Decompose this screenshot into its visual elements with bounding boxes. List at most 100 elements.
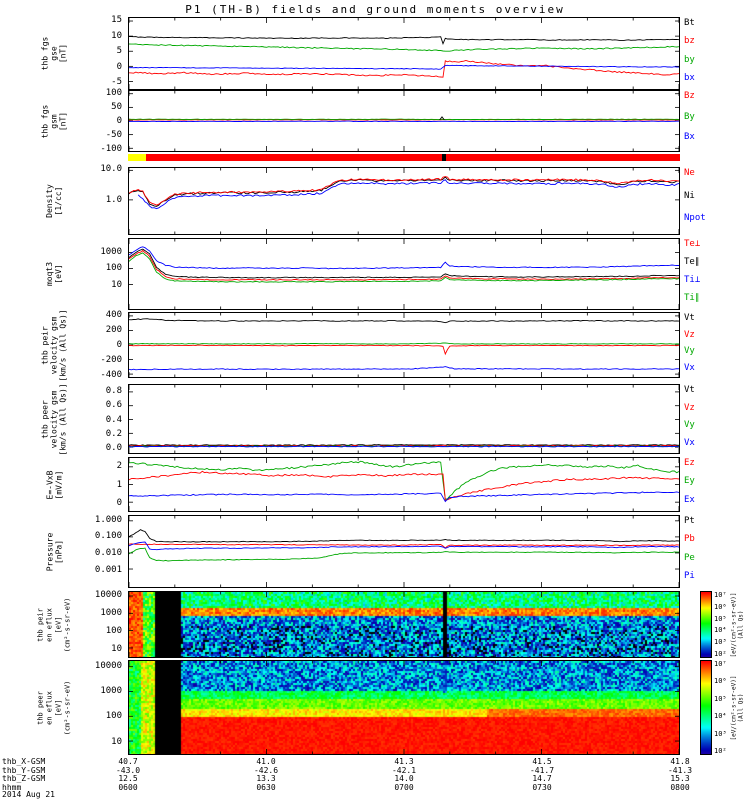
axis-row-value: 12.5: [118, 774, 138, 783]
pressure-legend-Pi: Pi: [684, 570, 695, 581]
axis-row-value: 0800: [670, 782, 690, 792]
axis-row-value: 13.3: [256, 774, 276, 783]
axis-row-label-hhmm: hhmm: [2, 782, 22, 792]
thb-fgs-gsm-series-Bz: [129, 119, 679, 121]
thb-peir-velocity-legend-Vt: Vt: [684, 313, 695, 323]
e-vxb-legend-Ex: Ex: [684, 494, 695, 505]
thb-fgs-gse-ytick-label: -5: [111, 77, 122, 88]
thb-peer-velocity-legend-Vy: Vy: [684, 420, 695, 430]
temperature-legend-Te∥: Te∥: [684, 257, 700, 267]
e-vxb-ytick-label: 0: [116, 497, 122, 508]
density-ytick-label: 1.0: [105, 194, 122, 205]
pressure-ytick-label: 0.010: [94, 548, 122, 558]
temperature-series-TiPar: [129, 252, 679, 283]
thb-fgs-gse-panel: [128, 17, 680, 90]
temperature-ytick-label: 10: [111, 279, 122, 290]
pressure-panel: [128, 515, 680, 588]
thb-peir-en-eflux-plot-svg: [129, 592, 679, 657]
thb-peir-velocity-legend-Vx: Vx: [684, 362, 695, 373]
thb-peir-velocity-ytick-label: -200: [100, 355, 122, 365]
colorbar-unit-text: [eV/(cm²-s-sr-eV)] (All Qs): [731, 675, 745, 740]
pressure-ytick-label: 0.001: [94, 564, 122, 575]
thb-peer-velocity-panel: [128, 384, 680, 454]
thb-peer-en-eflux-colorbar-canvas: [701, 661, 711, 754]
axis-row-value: 14.7: [532, 774, 552, 783]
thb-peir-en-eflux-colorbar-label: 10⁶: [714, 602, 727, 611]
thb-peer-en-eflux-ytick-label: 10: [111, 736, 122, 747]
thb-fgs-gsm-ytick-label: 50: [111, 101, 122, 112]
thb-peer-velocity-ytick-label: 0.8: [105, 386, 122, 397]
axis-row-value: 0700: [394, 782, 414, 792]
e-vxb-plot-svg: [129, 458, 679, 511]
thb-peer-en-eflux-ytick-label: 100: [105, 711, 122, 722]
density-series-Npot: [137, 179, 679, 210]
thb-peer-velocity-series-Vx: [129, 445, 679, 448]
thb-peir-en-eflux-ytick-label: 1000: [100, 607, 122, 618]
thb-peir-velocity-panel: [128, 312, 680, 378]
axis-row-value: 0630: [256, 782, 276, 792]
thb-peir-velocity-plot-svg: [129, 313, 679, 377]
axis-row-value: -41.3: [667, 765, 693, 775]
quality-bar: [128, 154, 680, 161]
colorbar-unit-line: (All Qs): [738, 610, 745, 639]
thb-peir-velocity-series-Vy: [129, 342, 679, 345]
thb-peir-velocity-ytick-label: -400: [100, 370, 122, 380]
thb-peer-en-eflux-colorbar-unit: [eV/(cm²-s-sr-eV)] (All Qs): [728, 660, 748, 755]
thb-peer-en-eflux-colorbar-label: 10⁴: [714, 712, 727, 721]
thb-peer-en-eflux-colorbar-label: 10⁷: [714, 660, 727, 668]
thb-peir-en-eflux-colorbar-unit: [eV/(cm²-s-sr-eV)] (All Qs): [728, 591, 748, 658]
thb-peir-velocity-legend-Vz: Vz: [684, 329, 695, 340]
thb-fgs-gse-series-Bt: [129, 36, 679, 45]
temperature-legend-Ti∥: Ti∥: [684, 293, 700, 303]
thb-fgs-gse-legend-bz: bz: [684, 36, 695, 47]
e-vxb-ytick-label: 1: [116, 479, 122, 490]
axis-row-value: 41.0: [256, 757, 276, 766]
thb-fgs-gse-ytick-label: 5: [116, 46, 122, 57]
thb-fgs-gsm-ytick-label: -100: [100, 144, 122, 155]
temperature-ytick-label: 1000: [100, 246, 122, 257]
quality-bar-segment-0: [128, 154, 147, 161]
axis-row-label-thb_X-GSM: thb_X-GSM: [2, 757, 46, 766]
thb-fgs-gse-ytick-label: 15: [111, 15, 122, 26]
density-ytick-label: 10.0: [100, 164, 122, 175]
axis-row-value: 14.0: [394, 774, 414, 783]
e-vxb-legend-Ey: Ey: [684, 476, 695, 487]
thb-peir-en-eflux-ytick-label: 100: [105, 625, 122, 636]
pressure-ytick-label: 1.000: [94, 514, 122, 525]
axis-row-value: -42.1: [391, 765, 417, 775]
temperature-legend-Ti⊥: Ti⊥: [684, 275, 701, 285]
axis-row-value: -43.0: [115, 765, 141, 775]
temperature-series-TePar: [129, 248, 679, 279]
thb-peir-velocity-series-Vx: [129, 366, 679, 371]
density-legend-Npot: Npot: [684, 213, 706, 224]
pressure-series-Pt: [129, 529, 679, 543]
thb-fgs-gse-plot-svg: [129, 18, 679, 89]
axis-row-value: 0730: [532, 782, 552, 792]
thb-peer-en-eflux-plot-svg: [129, 661, 679, 754]
thb-fgs-gse-ytick-label: 10: [111, 30, 122, 41]
thb-peir-velocity-legend-Vy: Vy: [684, 346, 695, 356]
axis-row-label-thb_Z-GSM: thb_Z-GSM: [2, 774, 46, 783]
density-legend-Ne: Ne: [684, 168, 695, 178]
thb-peer-velocity-ytick-label: 0.4: [105, 414, 122, 425]
e-vxb-ytick-label: 2: [116, 461, 122, 472]
thb-fgs-gse-ytick-label: 0: [116, 61, 122, 72]
pressure-legend-Pb: Pb: [684, 534, 695, 545]
colorbar-unit-line: (All Qs): [738, 693, 745, 722]
e-vxb-series-Ey: [129, 460, 679, 500]
thb-fgs-gsm-series-spike: [439, 116, 445, 121]
thb-peer-en-eflux-ytick-label: 1000: [100, 686, 122, 697]
thb-fgs-gsm-series-Bx: [129, 120, 679, 123]
thb-peir-en-eflux-spectrogram-canvas: [129, 592, 679, 657]
e-vxb-series-Ex: [129, 491, 679, 503]
thb-fgs-gsm-ytick-label: -50: [105, 130, 122, 141]
axis-row-value: 15.3: [670, 774, 690, 783]
thb-peer-en-eflux-colorbar-label: 10²: [714, 747, 727, 755]
pressure-legend-Pe: Pe: [684, 552, 695, 563]
pressure-legend-Pt: Pt: [684, 516, 695, 526]
thb-fgs-gse-legend-by: by: [684, 54, 695, 65]
temperature-plot-svg: [129, 239, 679, 309]
pressure-series-Pi: [129, 541, 679, 551]
temperature-ytick-label: 100: [105, 263, 122, 274]
